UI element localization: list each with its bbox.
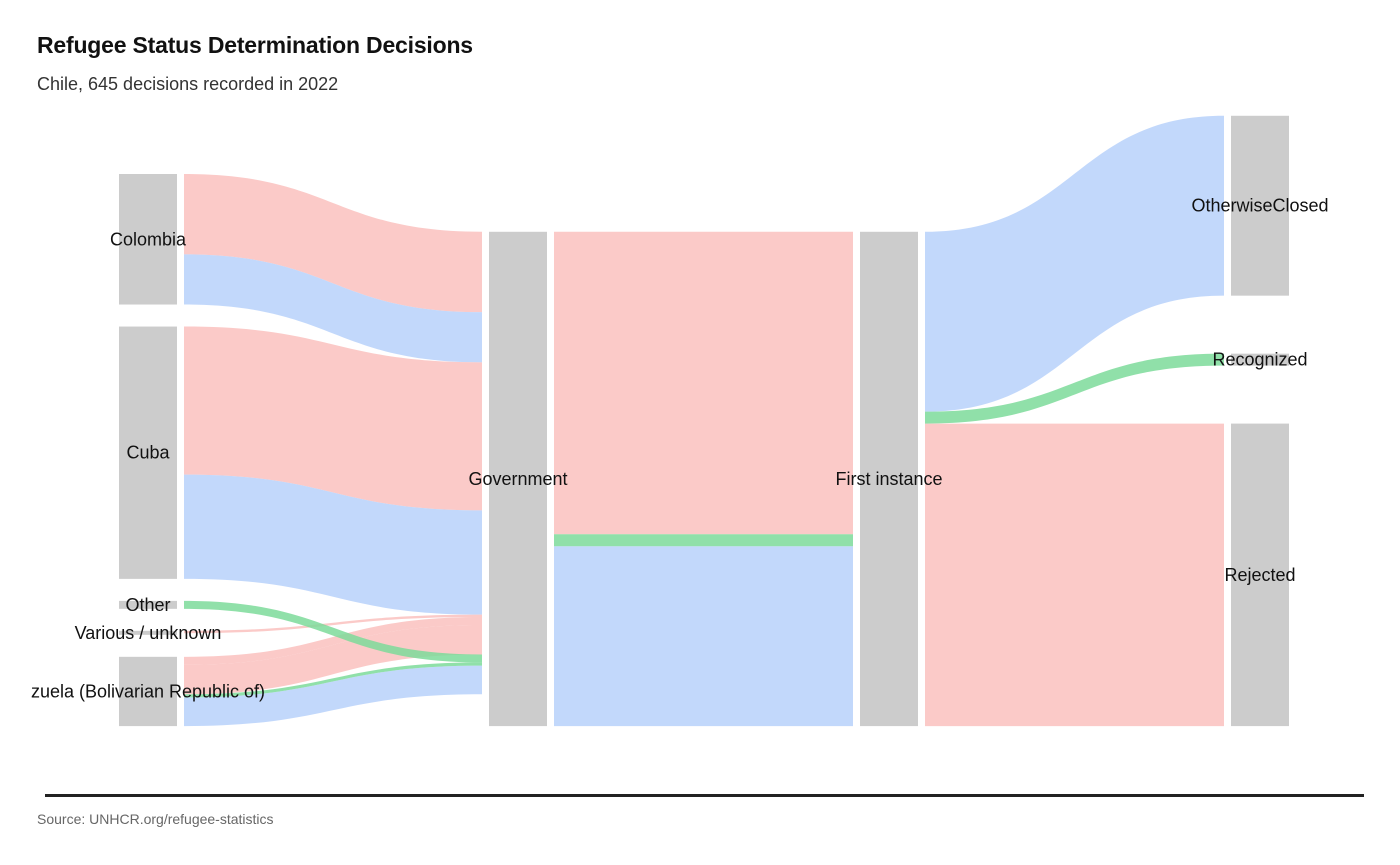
link-cuba-government-otherwise_closed-3	[184, 474, 482, 615]
sankey-nodes	[119, 115, 1289, 727]
link-first-closed-otherwise_closed-13	[925, 115, 1224, 412]
chart-subtitle: Chile, 645 decisions recorded in 2022	[37, 74, 339, 94]
link-government-first-rejected-10	[554, 231, 853, 535]
node-label-venezuela: zuela (Bolivarian Republic of)	[31, 681, 265, 701]
node-government	[489, 231, 547, 727]
link-first-recognized-recognized-14	[925, 353, 1224, 424]
link-venezuela-government-otherwise_closed-9	[184, 665, 482, 727]
node-label-cuba: Cuba	[126, 443, 170, 463]
node-label-recognized: Recognized	[1212, 350, 1307, 370]
sankey-labels: Colombia Cuba Other Various / unknown zuela …	[31, 196, 1329, 702]
node-label-other: Other	[125, 595, 170, 615]
link-various-government-rejected-4	[184, 614, 482, 634]
node-rejected	[1231, 423, 1289, 727]
link-other-government-recognized-7	[184, 600, 482, 663]
node-label-rejected: Rejected	[1224, 565, 1295, 585]
node-label-various: Various / unknown	[75, 623, 222, 643]
link-colombia-government-otherwise_closed-1	[184, 254, 482, 363]
link-venezuela-government-recognized-8	[184, 662, 482, 698]
node-various	[119, 630, 177, 635]
node-other	[119, 600, 177, 609]
chart-title: Refugee Status Determination Decisions	[37, 32, 473, 58]
link-cuba-government-rejected-2	[184, 326, 482, 511]
node-label-colombia: Colombia	[110, 229, 187, 249]
link-venezuela-government-rejected-5	[184, 617, 482, 665]
node-label-closed: OtherwiseClosed	[1191, 196, 1328, 216]
chart-baseline	[45, 794, 1364, 797]
node-closed	[1231, 115, 1289, 296]
node-label-government: Government	[468, 469, 567, 489]
node-cuba	[119, 326, 177, 579]
node-venezuela	[119, 656, 177, 727]
link-first-rejected-rejected-15	[925, 423, 1224, 727]
link-government-first-otherwise_closed-12	[554, 546, 853, 727]
node-label-first: First instance	[835, 469, 942, 489]
node-colombia	[119, 174, 177, 305]
link-government-first-recognized-11	[554, 534, 853, 547]
sankey-links	[184, 115, 1224, 727]
node-recognized	[1231, 353, 1289, 366]
source-note: Source: UNHCR.org/refugee-statistics	[37, 811, 274, 827]
node-first	[860, 231, 918, 727]
link-colombia-government-rejected-0	[184, 174, 482, 313]
link-venezuela-government-rejected-6	[184, 624, 482, 695]
